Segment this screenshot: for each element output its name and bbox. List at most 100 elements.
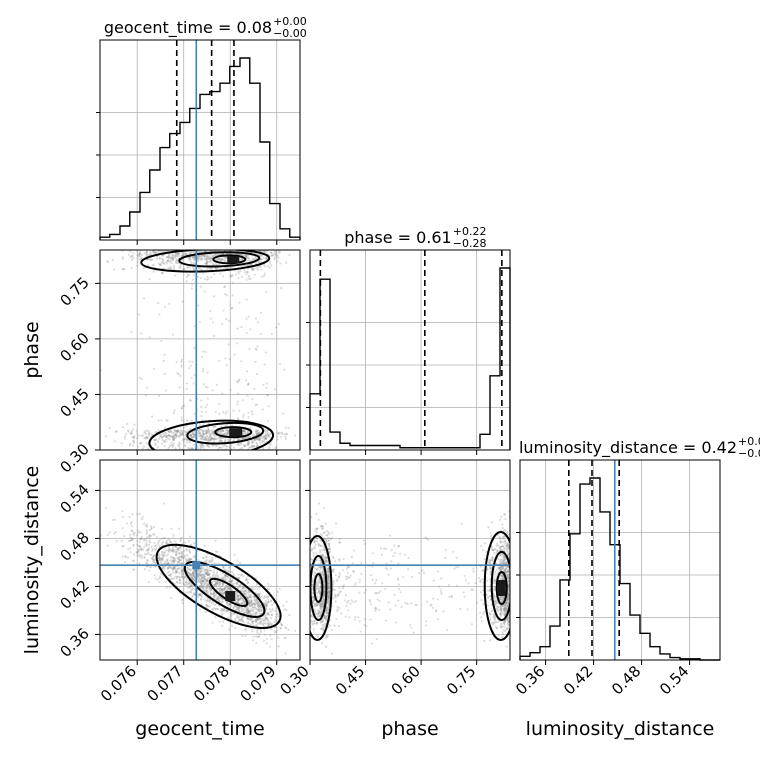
sample-point (410, 602, 413, 605)
sample-point (171, 438, 175, 441)
sample-point (202, 383, 205, 386)
sample-point (151, 258, 154, 261)
sample-point (167, 549, 170, 552)
sample-point (192, 555, 195, 559)
sample-point (199, 438, 202, 441)
sample-point (139, 540, 142, 544)
sample-point (142, 538, 146, 541)
sample-point (323, 616, 326, 619)
sample-point (241, 433, 245, 436)
sample-point (269, 443, 272, 446)
sample-point (157, 541, 160, 544)
sample-point (267, 405, 270, 408)
sample-point (191, 573, 194, 576)
sample-point (247, 277, 250, 280)
sample-point (218, 587, 221, 591)
sample-point (123, 435, 127, 438)
sample-point (241, 599, 244, 602)
sample-point (278, 431, 281, 434)
sample-point (205, 260, 209, 263)
sample-point (254, 317, 258, 320)
sample-point (239, 589, 243, 592)
sample-point (257, 438, 260, 441)
sample-point (248, 347, 251, 350)
sample-point (244, 609, 247, 613)
sample-point (276, 613, 279, 616)
sample-point (259, 333, 262, 336)
sample-point (151, 264, 154, 267)
sample-point (164, 434, 167, 437)
sample-point (271, 254, 275, 257)
sample-point (180, 365, 183, 368)
sample-point (132, 252, 135, 255)
sample-point (218, 581, 222, 585)
sample-point (264, 432, 267, 436)
sample-point (493, 588, 497, 591)
sample-point (495, 551, 498, 555)
sample-point (261, 437, 264, 440)
sample-point (317, 544, 320, 547)
sample-point (169, 549, 172, 552)
sample-point (266, 393, 269, 397)
sample-point (208, 434, 211, 437)
sample-point (177, 252, 180, 255)
sample-point (185, 583, 188, 586)
sample-point (343, 584, 346, 587)
sample-point (183, 584, 187, 587)
sample-point (354, 600, 357, 603)
sample-point (248, 602, 251, 605)
sample-point (169, 540, 172, 544)
sample-point (330, 531, 334, 534)
sample-point (323, 590, 326, 593)
sample-point (322, 507, 325, 510)
sample-point (200, 250, 204, 253)
sample-point (216, 583, 219, 586)
sample-point (172, 556, 175, 560)
sample-point (327, 596, 331, 599)
sample-point (218, 438, 222, 442)
sample-point (182, 441, 186, 444)
sample-point (222, 589, 225, 592)
sample-point (131, 254, 134, 258)
sample-point (220, 590, 224, 594)
sample-point (178, 433, 182, 437)
sample-point (223, 587, 226, 590)
sample-point (167, 566, 170, 570)
sample-point (321, 604, 324, 607)
sample-point (143, 266, 146, 270)
sample-point (210, 429, 213, 432)
sample-point (322, 629, 325, 632)
sample-point (205, 432, 208, 435)
sample-point (226, 575, 230, 578)
sample-point (187, 568, 190, 571)
sample-point (211, 255, 214, 258)
sample-point (499, 609, 502, 612)
sample-point (253, 587, 256, 591)
sample-point (228, 577, 231, 580)
sample-point (223, 587, 227, 590)
sample-point (121, 256, 124, 259)
sample-point (187, 571, 190, 574)
sample-point (326, 608, 329, 611)
sample-point (201, 556, 205, 560)
sample-point (264, 602, 267, 605)
sample-point (313, 620, 316, 623)
sample-point (143, 556, 146, 559)
sample-point (332, 581, 335, 584)
sample-point (499, 540, 503, 543)
sample-point (193, 413, 196, 416)
sample-point (334, 600, 337, 603)
sample-point (263, 363, 266, 366)
sample-point (317, 596, 320, 599)
sample-point (176, 567, 179, 570)
sample-point (200, 576, 204, 579)
sample-point (320, 605, 323, 608)
sample-point (208, 574, 211, 577)
sample-point (499, 605, 502, 608)
sample-point (180, 555, 183, 558)
sample-point (263, 441, 266, 444)
sample-point (185, 569, 189, 573)
sample-point (201, 433, 204, 436)
sample-point (165, 541, 168, 544)
sample-point (174, 253, 177, 256)
